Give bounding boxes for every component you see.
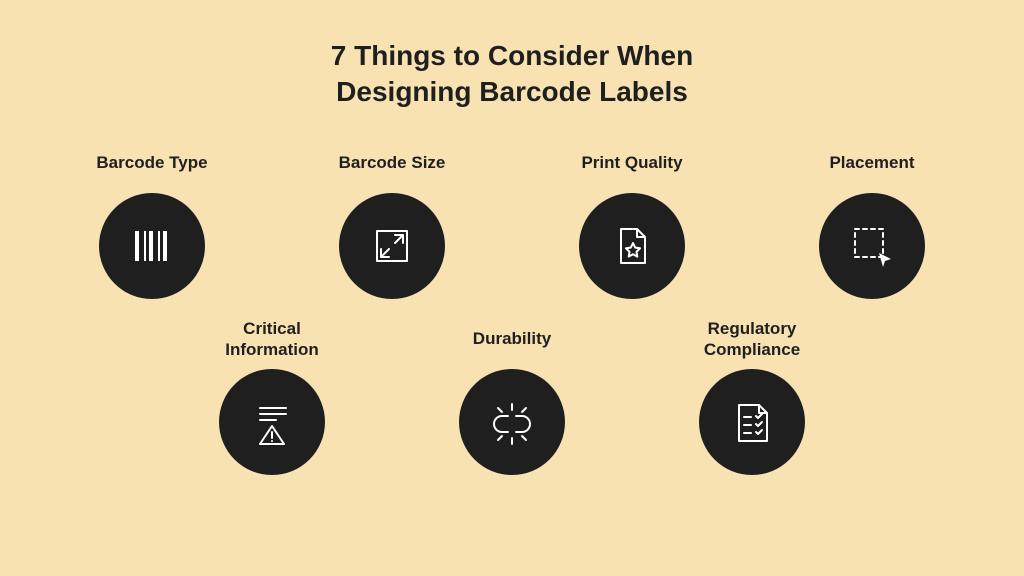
file-star-icon xyxy=(579,193,685,299)
item-label: Barcode Type xyxy=(96,141,207,185)
infographic-item: Barcode Size xyxy=(307,141,477,299)
item-label: Barcode Size xyxy=(339,141,446,185)
infographic-item: Print Quality xyxy=(547,141,717,299)
item-label: Critical Information xyxy=(225,317,319,361)
item-label: Durability xyxy=(473,317,551,361)
infographic-item: Critical Information xyxy=(187,317,357,475)
infographic-item: Placement xyxy=(787,141,957,299)
infographic-item: Durability xyxy=(427,317,597,475)
items-grid: Barcode Type Barcode Size Print Quality … xyxy=(0,141,1024,475)
checklist-icon xyxy=(699,369,805,475)
row-1: Barcode Type Barcode Size Print Quality … xyxy=(67,141,957,299)
select-cursor-icon xyxy=(819,193,925,299)
infographic-item: Barcode Type xyxy=(67,141,237,299)
item-label: Placement xyxy=(829,141,914,185)
barcode-icon xyxy=(99,193,205,299)
infographic-page: 7 Things to Consider When Designing Barc… xyxy=(0,0,1024,576)
infographic-item: Regulatory Compliance xyxy=(667,317,837,475)
item-label: Print Quality xyxy=(581,141,682,185)
item-label: Regulatory Compliance xyxy=(704,317,800,361)
broken-link-icon xyxy=(459,369,565,475)
resize-icon xyxy=(339,193,445,299)
row-2: Critical Information Durability Regulato… xyxy=(187,317,837,475)
page-title: 7 Things to Consider When Designing Barc… xyxy=(331,38,693,111)
lines-warning-icon xyxy=(219,369,325,475)
